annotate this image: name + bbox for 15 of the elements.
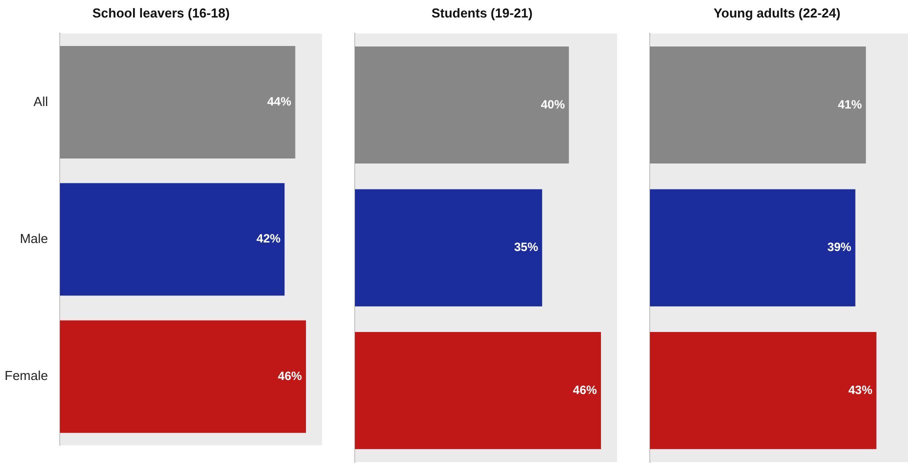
data-label: 46%: [572, 382, 598, 397]
chart-title: School leavers (16-18): [92, 5, 230, 20]
y-tick-label: Male: [20, 230, 48, 246]
data-label: 43%: [848, 382, 873, 397]
y-tick-label: All: [34, 94, 48, 109]
chart-title: Students (19-21): [431, 5, 533, 20]
data-label: 46%: [278, 368, 302, 383]
data-label: 35%: [514, 240, 538, 254]
data-label: 44%: [267, 94, 292, 109]
y-tick-label: Female: [4, 368, 48, 384]
data-label: 40%: [540, 97, 566, 112]
data-label: 41%: [838, 97, 862, 112]
chart-title: Young adults (22-24): [714, 5, 840, 20]
data-label: 39%: [827, 240, 852, 254]
data-label: 42%: [256, 232, 281, 246]
